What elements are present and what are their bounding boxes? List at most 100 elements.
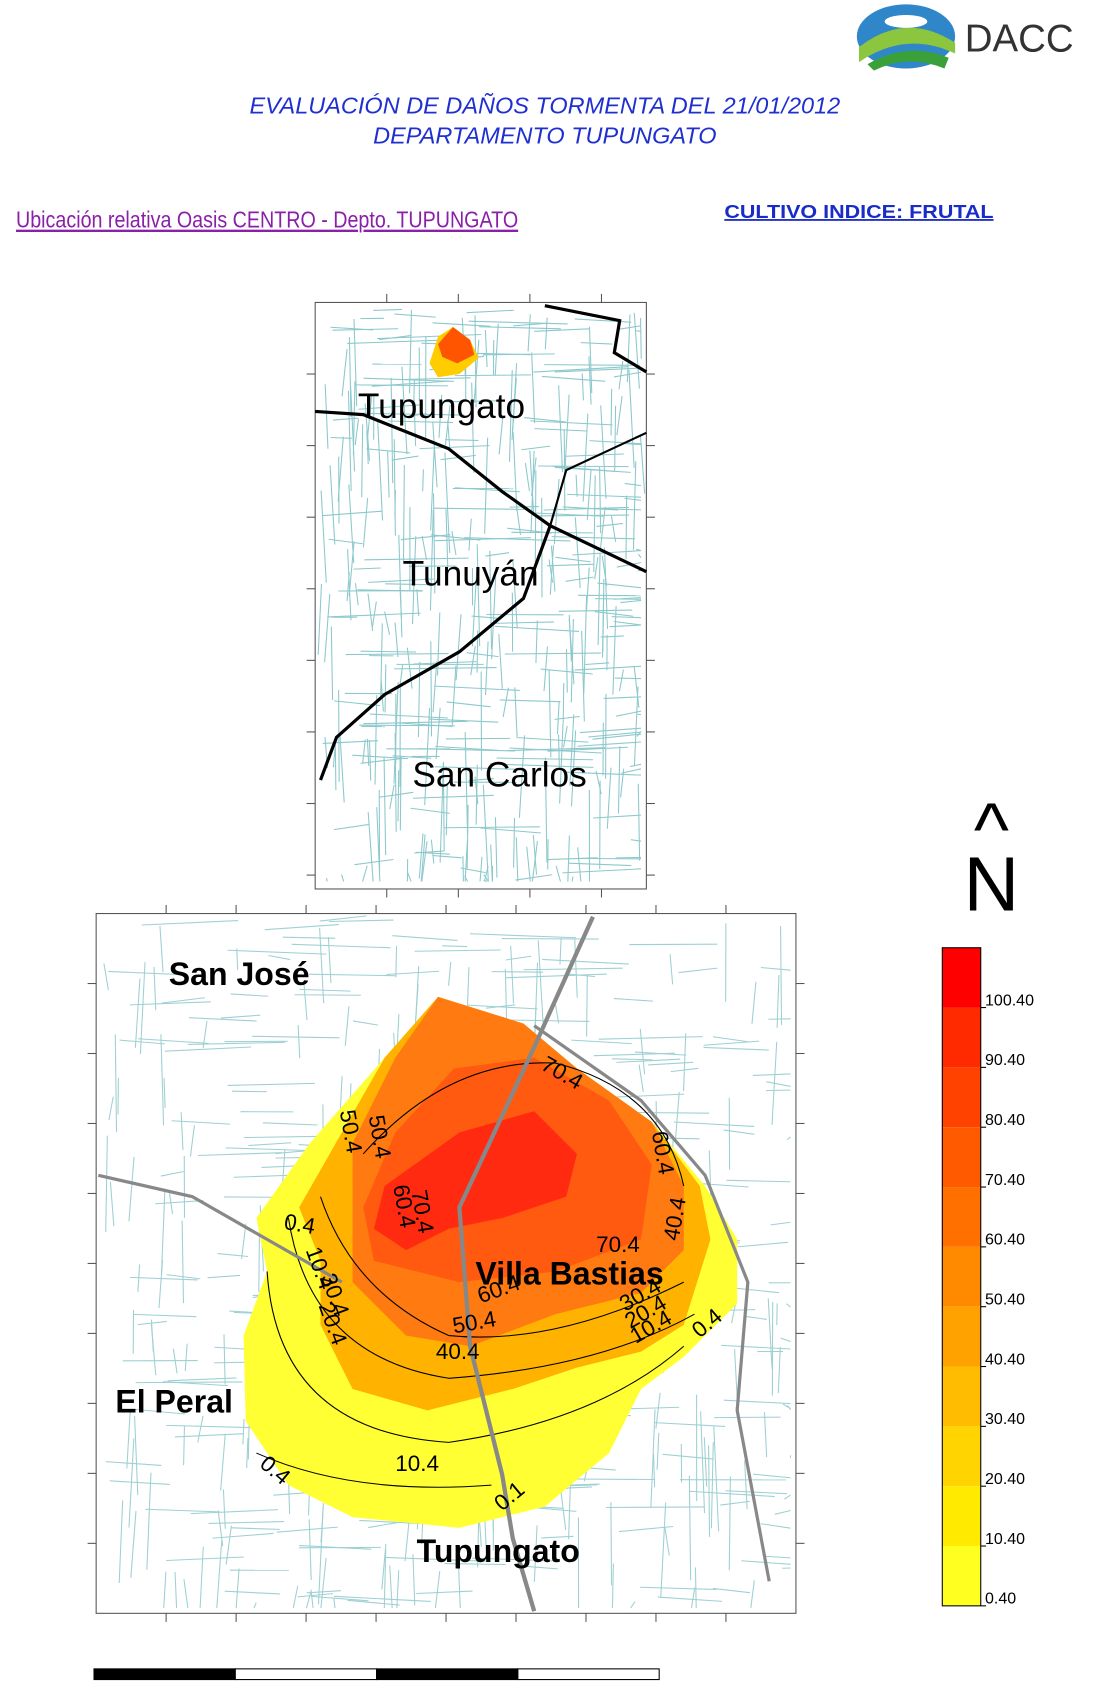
street	[597, 552, 601, 646]
legend-label: 90.40	[985, 1051, 1025, 1069]
street	[484, 330, 488, 368]
scale-label: 8000	[637, 1684, 682, 1685]
street	[489, 550, 493, 650]
street	[354, 418, 360, 446]
street	[444, 404, 451, 446]
street	[484, 641, 489, 696]
street	[574, 665, 642, 671]
street	[130, 1511, 137, 1578]
street	[359, 724, 455, 727]
legend-swatch	[942, 1426, 981, 1487]
street	[164, 1046, 252, 1052]
street	[767, 1298, 773, 1369]
street	[168, 1192, 174, 1215]
street	[751, 981, 757, 1024]
street	[432, 661, 438, 713]
street	[468, 778, 494, 782]
street	[133, 1313, 197, 1318]
street	[496, 757, 594, 761]
street	[563, 725, 568, 748]
street	[538, 465, 629, 468]
street	[491, 576, 497, 660]
street	[492, 621, 554, 624]
street	[603, 547, 609, 629]
street	[216, 1540, 223, 1609]
street	[363, 720, 468, 725]
street	[482, 784, 489, 882]
street	[183, 1579, 189, 1609]
street	[510, 945, 515, 1004]
location-label: Ubicación relativa Oasis CENTRO - Depto.…	[16, 207, 518, 233]
street	[555, 556, 591, 563]
street	[139, 961, 146, 1055]
street	[235, 1568, 240, 1609]
street	[585, 567, 590, 612]
street	[494, 323, 499, 376]
street	[617, 746, 621, 814]
street	[184, 1343, 188, 1372]
street	[421, 535, 428, 560]
street	[594, 611, 634, 617]
street	[558, 385, 564, 473]
street	[708, 1445, 711, 1537]
street	[786, 1136, 791, 1141]
street	[703, 1040, 760, 1046]
street	[429, 718, 499, 723]
street	[390, 377, 394, 484]
street	[373, 308, 403, 311]
street	[494, 817, 498, 878]
street	[353, 318, 358, 407]
street	[655, 1392, 661, 1429]
street	[471, 615, 502, 620]
street	[620, 768, 625, 798]
street	[420, 834, 426, 882]
street	[180, 1112, 184, 1150]
street	[105, 1461, 162, 1466]
street	[610, 515, 617, 543]
street	[721, 1344, 791, 1350]
street	[367, 593, 374, 631]
street	[160, 1170, 184, 1177]
street	[513, 817, 516, 868]
street	[348, 484, 355, 564]
street	[383, 756, 387, 856]
street	[230, 993, 269, 997]
street	[625, 495, 628, 560]
street	[560, 1491, 567, 1531]
street	[337, 436, 344, 502]
street	[401, 366, 408, 455]
street	[726, 1179, 791, 1183]
street	[466, 309, 514, 314]
street	[634, 1051, 687, 1056]
street	[361, 424, 364, 498]
street	[317, 1503, 324, 1605]
street	[784, 1494, 791, 1500]
street	[606, 1506, 705, 1509]
street	[153, 966, 157, 1011]
north-letter: N	[964, 841, 1020, 927]
street	[442, 761, 445, 852]
street	[108, 970, 178, 975]
street	[362, 865, 368, 882]
street	[197, 1415, 204, 1443]
street	[346, 572, 350, 601]
street	[763, 1412, 768, 1458]
street	[174, 1572, 178, 1609]
street	[422, 469, 424, 492]
street	[777, 1347, 781, 1394]
street	[586, 974, 588, 1037]
street	[678, 967, 718, 974]
street	[515, 874, 553, 881]
street	[518, 735, 526, 818]
street	[550, 545, 556, 592]
street	[688, 1475, 692, 1581]
street	[166, 1424, 256, 1429]
street	[155, 1200, 204, 1205]
legend-label: 50.40	[985, 1291, 1025, 1309]
street	[527, 314, 531, 352]
street	[418, 748, 516, 752]
street	[330, 436, 353, 439]
street	[220, 1433, 226, 1491]
legend-swatch	[942, 1187, 981, 1247]
